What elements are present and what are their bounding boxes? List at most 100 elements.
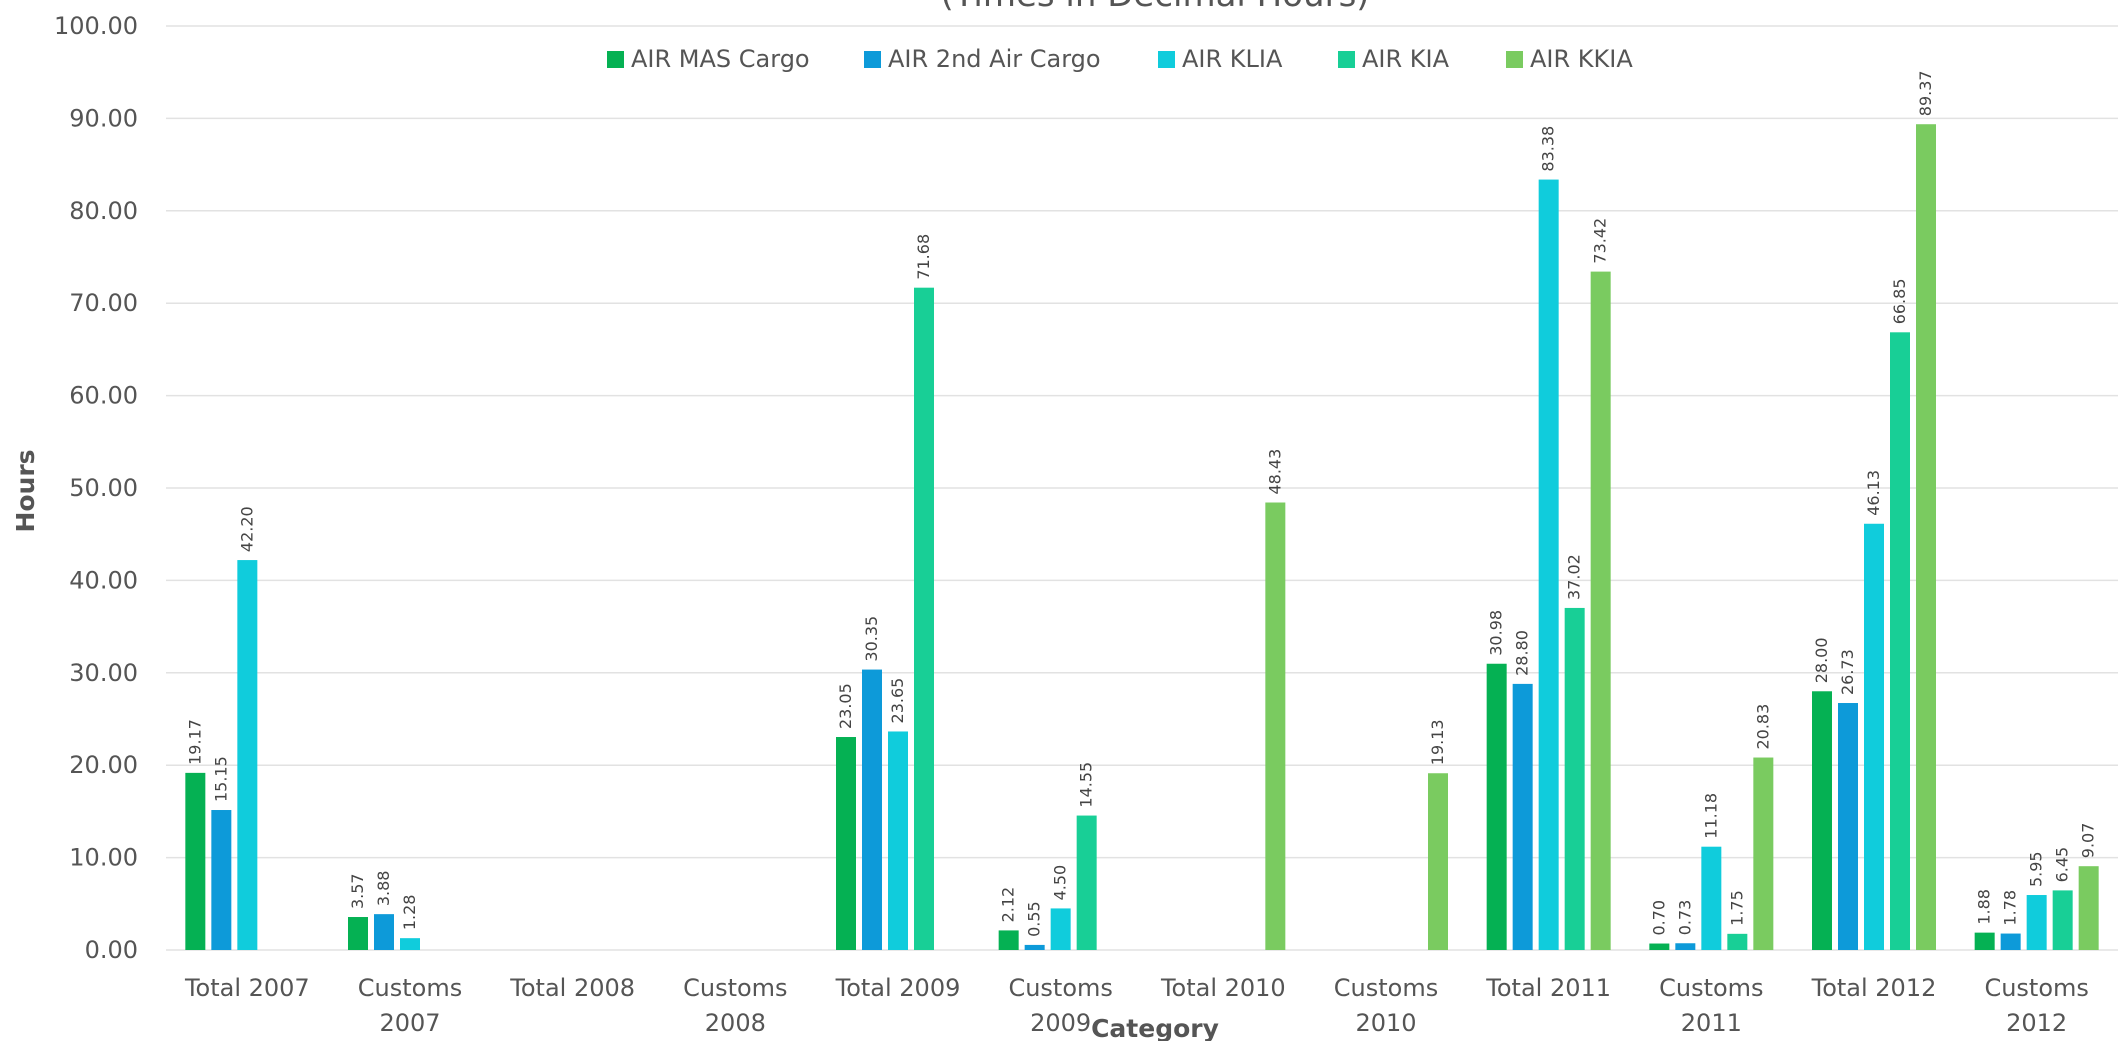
bar <box>1486 663 1507 950</box>
bar <box>400 938 420 950</box>
data-label: 23.05 <box>836 683 855 729</box>
y-tick-label: 90.00 <box>69 104 138 132</box>
data-label: 1.88 <box>1975 889 1994 925</box>
data-label: 28.80 <box>1513 630 1532 676</box>
y-tick-label: 20.00 <box>69 751 138 779</box>
data-labels: 19.17 15.15 42.20 3.57 3.88 1.28 23.05 30.35 23.… <box>185 70 2097 937</box>
y-tick-label: 0.00 <box>85 936 138 964</box>
bar <box>185 772 206 950</box>
legend-swatch <box>864 51 881 68</box>
bar <box>836 737 856 950</box>
bar <box>1428 773 1448 950</box>
bar <box>2052 890 2073 950</box>
x-tick-label: Total 2011 <box>1485 974 1611 1002</box>
data-label: 4.50 <box>1051 865 1070 901</box>
y-axis-title: Hours <box>11 449 40 532</box>
legend-swatch <box>1338 51 1355 68</box>
legend-swatch <box>1158 51 1175 68</box>
data-label: 20.83 <box>1753 704 1772 750</box>
x-tick-label: Customs <box>358 974 462 1002</box>
y-tick-label: 70.00 <box>69 289 138 317</box>
data-label: 89.37 <box>1916 70 1935 116</box>
bar <box>914 287 934 951</box>
x-tick-label: 2008 <box>705 1009 766 1037</box>
bar <box>888 731 908 950</box>
data-label: 71.68 <box>914 234 933 280</box>
data-label: 83.38 <box>1539 126 1558 172</box>
legend-swatch <box>1506 51 1523 68</box>
bar <box>1864 523 1884 950</box>
bar-series <box>185 124 2099 951</box>
bar <box>1701 846 1722 950</box>
x-axis-title: Category <box>1091 1014 1219 1041</box>
data-label: 66.85 <box>1890 278 1909 324</box>
data-label: 15.15 <box>211 756 230 802</box>
bar <box>998 930 1019 950</box>
x-tick-label: Customs <box>1334 974 1438 1002</box>
chart-title: (Times in Decimal Hours) <box>940 0 1369 15</box>
bar <box>1675 943 1696 950</box>
x-tick-label: Customs <box>1008 974 1112 1002</box>
x-tick-label: 2009 <box>1030 1009 1091 1037</box>
bar <box>1590 271 1611 950</box>
y-tick-label: 60.00 <box>69 382 138 410</box>
data-label: 3.57 <box>348 873 367 909</box>
data-label: 5.95 <box>2027 851 2046 887</box>
bar <box>862 669 882 950</box>
bar <box>2078 866 2099 950</box>
bar <box>237 560 258 950</box>
legend-label: AIR MAS Cargo <box>631 45 810 73</box>
data-label: 30.98 <box>1487 610 1506 656</box>
data-label: 1.28 <box>400 895 419 931</box>
bar <box>348 917 368 950</box>
bar <box>1024 944 1045 950</box>
bar <box>2000 933 2021 950</box>
legend-label: AIR KKIA <box>1530 45 1633 73</box>
data-label: 48.43 <box>1265 449 1284 495</box>
bar <box>211 810 232 950</box>
legend-label: AIR 2nd Air Cargo <box>888 45 1101 73</box>
y-tick-label: 80.00 <box>69 197 138 225</box>
y-tick-label: 10.00 <box>69 844 138 872</box>
data-label: 42.20 <box>237 506 256 552</box>
x-tick-label: Total 2010 <box>1160 974 1286 1002</box>
data-label: 11.18 <box>1701 793 1720 839</box>
bar <box>1512 683 1533 950</box>
data-label: 30.35 <box>862 616 881 662</box>
bar <box>1974 932 1995 950</box>
legend-label: AIR KLIA <box>1182 45 1283 73</box>
bar <box>1076 815 1097 950</box>
bar <box>1753 757 1774 950</box>
bar <box>1538 179 1559 951</box>
gridlines <box>166 25 2118 951</box>
data-label: 19.13 <box>1428 719 1447 765</box>
data-label: 23.65 <box>888 678 907 724</box>
y-tick-label: 50.00 <box>69 474 138 502</box>
data-label: 1.75 <box>1727 890 1746 926</box>
y-tick-label: 100.00 <box>54 12 138 40</box>
y-axis-tick-labels: 0.00 10.00 20.00 30.00 40.00 50.00 60.00 70.00 8… <box>54 12 138 964</box>
data-label: 0.70 <box>1649 900 1668 936</box>
bar <box>1564 607 1585 950</box>
data-label: 28.00 <box>1812 637 1831 683</box>
data-label: 14.55 <box>1077 762 1096 808</box>
x-tick-label: Total 2009 <box>835 974 961 1002</box>
data-label: 2.12 <box>999 887 1018 923</box>
data-label: 46.13 <box>1864 470 1883 516</box>
legend-label: AIR KIA <box>1362 45 1450 73</box>
bar <box>1890 332 1910 950</box>
data-label: 3.88 <box>374 871 393 907</box>
bar <box>1265 502 1286 950</box>
y-tick-label: 40.00 <box>69 566 138 594</box>
x-tick-label: 2012 <box>2006 1009 2067 1037</box>
x-tick-label: Total 2007 <box>184 974 310 1002</box>
legend: AIR MAS Cargo AIR 2nd Air Cargo AIR KLIA AI… <box>607 45 1633 73</box>
x-tick-label: Total 2008 <box>509 974 635 1002</box>
x-tick-label: 2010 <box>1355 1009 1416 1037</box>
x-tick-label: Customs <box>683 974 787 1002</box>
data-label: 1.78 <box>2001 890 2020 926</box>
bar <box>1727 933 1748 950</box>
x-axis-category-labels: Total 2007 Customs 2007 Total 2008 Customs 20… <box>184 974 2089 1037</box>
legend-swatch <box>607 51 624 68</box>
x-tick-label: Customs <box>1659 974 1763 1002</box>
